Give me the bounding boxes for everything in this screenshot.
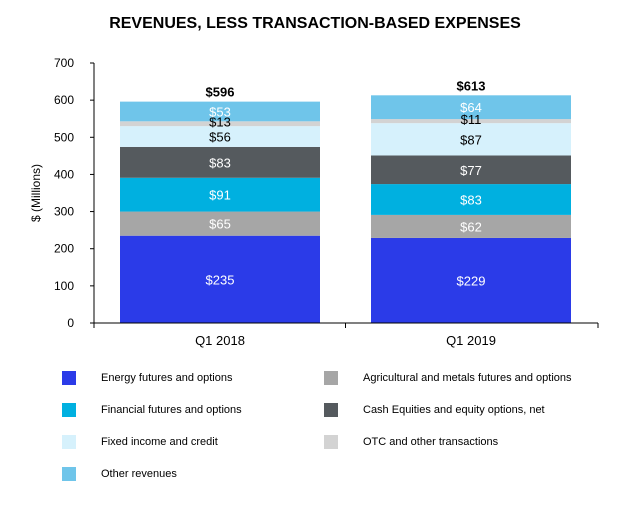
x-axis-ticks: Q1 2018 Q1 2019 bbox=[93, 323, 599, 348]
y-tick-label: 0 bbox=[67, 316, 74, 330]
bar-segment-label: $53 bbox=[209, 104, 231, 119]
bar-segment-label: $87 bbox=[460, 132, 482, 147]
legend-item: Financial futures and options bbox=[62, 402, 324, 418]
stacked-bar-chart: $ (Millions) 0 100 200 300 400 500 600 700 $235… bbox=[29, 56, 599, 348]
bar-segment bbox=[120, 211, 320, 236]
bar-segment bbox=[120, 101, 320, 122]
legend-label: Cash Equities and equity options, net bbox=[363, 404, 545, 416]
bar-segment bbox=[120, 146, 320, 178]
y-axis-ticks: 0 100 200 300 400 500 600 700 bbox=[54, 56, 94, 330]
y-axis-label-group: $ (Millions) bbox=[29, 164, 43, 222]
bar-segment-label: $65 bbox=[209, 217, 231, 232]
legend-swatch bbox=[62, 467, 76, 481]
chart-title: REVENUES, LESS TRANSACTION-BASED EXPENSE… bbox=[109, 15, 521, 32]
bar-segment bbox=[120, 121, 320, 127]
chart-legend: Energy futures and options Agricultural a… bbox=[62, 370, 602, 482]
legend-label: Other revenues bbox=[101, 468, 177, 480]
axes-group bbox=[93, 63, 598, 324]
y-tick-label: 600 bbox=[54, 93, 74, 107]
bar-segment-label: $235 bbox=[206, 272, 235, 287]
bar-segment bbox=[120, 235, 320, 323]
bar-stack: $229 $62 $83 $77 $87 $11$64 $613 bbox=[371, 78, 571, 323]
bar-segment bbox=[371, 123, 571, 156]
legend-label: Energy futures and options bbox=[101, 372, 233, 384]
bars-group: $235$65$91$83$56$13$53$596$229$62$83$77$… bbox=[120, 78, 571, 323]
y-tick-label: 200 bbox=[54, 242, 74, 256]
y-tick-label: 500 bbox=[54, 130, 74, 144]
bar-segment bbox=[120, 126, 320, 147]
x-tick-label: Q1 2019 bbox=[446, 333, 496, 348]
legend-label: OTC and other transactions bbox=[363, 436, 499, 448]
bar-segment-label: $64 bbox=[460, 100, 482, 115]
bar-segment bbox=[371, 155, 571, 185]
legend-item: Agricultural and metals futures and opti… bbox=[324, 370, 602, 386]
bar-segment bbox=[371, 214, 571, 238]
bar-segment-label: $83 bbox=[460, 193, 482, 208]
legend-item: Fixed income and credit bbox=[62, 434, 324, 450]
legend-swatch bbox=[324, 435, 338, 449]
legend-item: Other revenues bbox=[62, 466, 324, 482]
bar-segment-label: $13 bbox=[209, 115, 231, 130]
legend-label: Fixed income and credit bbox=[101, 436, 218, 448]
bar-total-label: $613 bbox=[457, 78, 486, 93]
y-tick-label: 300 bbox=[54, 205, 74, 219]
legend-swatch bbox=[62, 371, 76, 385]
bar-segment bbox=[120, 177, 320, 212]
bar-segment-label: $83 bbox=[209, 155, 231, 170]
legend-swatch bbox=[324, 371, 338, 385]
bar-segment bbox=[371, 119, 571, 124]
bar-segment-label: $56 bbox=[209, 130, 231, 145]
bar-stack: $235 $65 $91 $83 $56$13$53 $596 bbox=[120, 85, 320, 323]
legend-label: Agricultural and metals futures and opti… bbox=[363, 372, 572, 384]
bar-segment bbox=[371, 184, 571, 215]
legend-label: Financial futures and options bbox=[101, 404, 242, 416]
y-axis-title: $ (Millions) bbox=[29, 164, 43, 222]
legend-item: OTC and other transactions bbox=[324, 434, 602, 450]
bar-segment-label: $91 bbox=[209, 188, 231, 203]
bar-segment-label: $229 bbox=[457, 273, 486, 288]
legend-item: Energy futures and options bbox=[62, 370, 324, 386]
legend-swatch bbox=[62, 403, 76, 417]
y-tick-label: 400 bbox=[54, 167, 74, 181]
bar-segment bbox=[371, 237, 571, 323]
y-tick-label: 100 bbox=[54, 279, 74, 293]
legend-swatch bbox=[324, 403, 338, 417]
bar-segment-label: $77 bbox=[460, 163, 482, 178]
bar-segment bbox=[371, 95, 571, 120]
legend-item: Cash Equities and equity options, net bbox=[324, 402, 602, 418]
bar-total-label: $596 bbox=[206, 85, 235, 100]
bar-segment-label: $62 bbox=[460, 219, 482, 234]
x-tick-label: Q1 2018 bbox=[195, 333, 245, 348]
y-tick-label: 700 bbox=[54, 56, 74, 70]
bar-segment-label: $11 bbox=[461, 112, 482, 127]
legend-swatch bbox=[62, 435, 76, 449]
